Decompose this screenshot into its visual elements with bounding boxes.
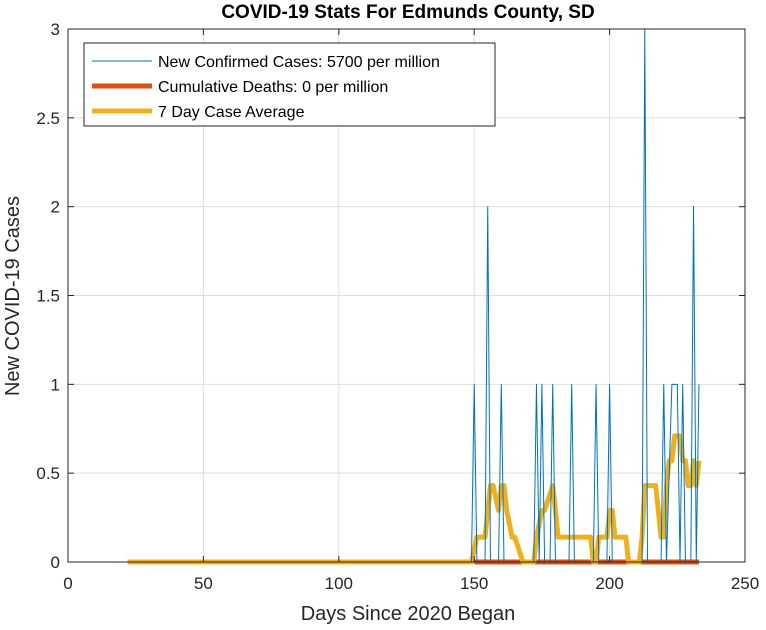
y-axis-label: New COVID-19 Cases: [2, 196, 24, 396]
x-tick-label: 50: [194, 574, 213, 593]
y-tick-label: 2.5: [36, 109, 60, 128]
grid: [68, 29, 745, 562]
legend-entry-case-average-label: 7 Day Case Average: [158, 104, 305, 121]
y-tick-label: 0.5: [36, 464, 60, 483]
x-tick-label: 150: [460, 574, 488, 593]
tick-labels: 0 50 100 150 200 250 0 0.5 1 1.5 2 2.5 3: [36, 20, 759, 593]
chart-title: COVID-19 Stats For Edmunds County, SD: [221, 2, 594, 23]
legend: New Confirmed Cases: 5700 per million Cum…: [83, 42, 496, 127]
legend-entry-cumulative-deaths-label: Cumulative Deaths: 0 per million: [158, 79, 388, 96]
x-tick-label: 250: [731, 574, 759, 593]
x-axis-label: Days Since 2020 Began: [301, 603, 516, 625]
y-tick-label: 2: [51, 198, 60, 217]
x-tick-label: 100: [325, 574, 353, 593]
ticks: [67, 28, 746, 563]
y-tick-label: 1: [51, 375, 60, 394]
y-tick-label: 0: [51, 553, 60, 572]
y-tick-label: 3: [51, 20, 60, 39]
legend-box: [83, 42, 496, 127]
x-tick-label: 0: [63, 574, 72, 593]
y-tick-label: 1.5: [36, 287, 60, 306]
legend-entry-new-cases-label: New Confirmed Cases: 5700 per million: [158, 54, 440, 71]
x-tick-label: 200: [595, 574, 623, 593]
